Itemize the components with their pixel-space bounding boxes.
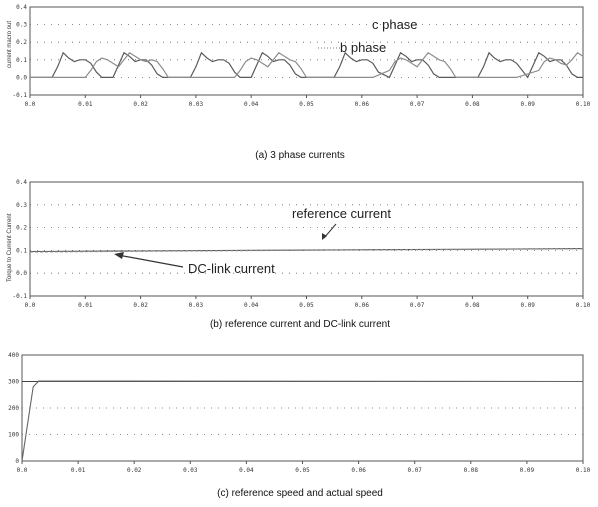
chart-c: 0.0 0.01 0.02 0.03 0.04 0.05 0.06 0.07 0.08 0.09 0…	[8, 352, 590, 499]
x-tick-label: 0.07	[410, 101, 425, 108]
x-tick-label: 0.10	[576, 101, 591, 108]
x-tick-label: 0.0	[17, 467, 28, 474]
x-tick-label: 0.04	[239, 467, 254, 474]
x-tick-label: 0.05	[295, 467, 310, 474]
x-tick-label: 0.02	[133, 101, 148, 108]
x-tick-label: 0.06	[355, 302, 370, 309]
chart-b-caption: (b) reference current and DC-link curren…	[210, 319, 390, 330]
x-tick-label: 0.08	[465, 101, 480, 108]
chart-a-series	[30, 51, 584, 79]
chart-a-plot-area	[29, 6, 584, 96]
x-tick-label: 0.10	[576, 302, 591, 309]
x-tick-label: 0.10	[576, 467, 591, 474]
y-tick-label: 0.0	[16, 74, 27, 81]
y-tick-label: -0.1	[13, 92, 28, 99]
chart-a-caption: (a) 3 phase currents	[255, 150, 345, 161]
x-tick-label: 0.09	[520, 467, 535, 474]
x-tick-label: 0.04	[244, 101, 259, 108]
y-tick-label: 0.1	[16, 57, 27, 64]
chart-b-dclink-arrowhead	[114, 252, 124, 259]
series-line-actual-speed	[21, 380, 584, 462]
series-line-dc-link-current	[29, 248, 584, 253]
y-tick-label: 300	[8, 379, 19, 386]
x-tick-label: 0.08	[464, 467, 479, 474]
chart-c-caption: (c) reference speed and actual speed	[217, 488, 383, 499]
chart-c-series	[21, 380, 584, 462]
chart-c-x-ticks: 0.0 0.01 0.02 0.03 0.04 0.05 0.06 0.07 0.08 0.09 0…	[17, 461, 591, 474]
x-tick-label: 0.03	[183, 467, 198, 474]
y-tick-label: 0.3	[16, 22, 27, 29]
chart-b-series	[29, 248, 584, 253]
chart-b-y-ticks: -0.1 0.0 0.1 0.2 0.3 0.4	[13, 179, 28, 300]
series-line-c-phase	[30, 51, 583, 79]
x-tick-label: 0.03	[189, 101, 204, 108]
x-tick-label: 0.01	[78, 302, 93, 309]
x-tick-label: 0.06	[355, 101, 370, 108]
chart-b-ylabel: Torque to Current Current	[7, 213, 13, 282]
x-tick-label: 0.05	[299, 302, 314, 309]
chart-a-y-ticks: -0.1 0.0 0.1 0.2 0.3 0.4	[13, 4, 28, 99]
x-tick-label: 0.0	[25, 101, 36, 108]
chart-b-annotation-dc-link-current: DC-link current	[188, 261, 275, 276]
chart-c-grid	[22, 381, 583, 435]
chart-a-x-ticks: 0.0 0.01 0.02 0.03 0.04 0.05 0.06 0.07 0.08 0.09 0…	[25, 95, 591, 108]
y-tick-label: 0.0	[16, 270, 27, 277]
chart-b-annotation-reference-current: reference current	[292, 206, 391, 221]
chart-a-annotation-b-phase: b phase	[340, 40, 386, 55]
x-tick-label: 0.04	[244, 302, 259, 309]
chart-b-x-ticks: 0.0 0.01 0.02 0.03 0.04 0.05 0.06 0.07 0.08 0.09 0…	[25, 296, 591, 309]
y-tick-label: 0.4	[16, 179, 27, 186]
x-tick-label: 0.08	[465, 302, 480, 309]
y-tick-label: 0.2	[16, 39, 27, 46]
x-tick-label: 0.0	[25, 302, 36, 309]
y-tick-label: 0	[15, 458, 19, 465]
x-tick-label: 0.03	[189, 302, 204, 309]
x-tick-label: 0.02	[127, 467, 142, 474]
chart-a-ylabel: current macro out	[7, 21, 13, 68]
series-line-b-phase	[30, 52, 584, 79]
chart-b-dclink-arrow	[117, 254, 184, 268]
x-tick-label: 0.01	[71, 467, 86, 474]
chart-b-plot-area	[29, 181, 584, 297]
chart-c-y-ticks: 0 100 200 300 400	[8, 352, 19, 465]
y-tick-label: 0.1	[16, 247, 27, 254]
y-tick-label: 0.3	[16, 202, 27, 209]
x-tick-label: 0.09	[520, 101, 535, 108]
x-tick-label: 0.02	[133, 302, 148, 309]
y-tick-label: 0.4	[16, 4, 27, 11]
chart-b-reference-arrowhead	[322, 233, 327, 240]
chart-a-annotation-c-phase: c phase	[372, 17, 418, 32]
chart-a: 0.0 0.01 0.02 0.03 0.04 0.05 0.06 0.07 0.08 0.09 0…	[7, 4, 591, 161]
y-tick-label: 100	[8, 432, 19, 439]
chart-b: 0.0 0.01 0.02 0.03 0.04 0.05 0.06 0.07 0.08 0.09 0…	[7, 179, 591, 330]
y-tick-label: 200	[8, 405, 19, 412]
y-tick-label: -0.1	[13, 293, 28, 300]
x-tick-label: 0.07	[407, 467, 422, 474]
chart-a-grid	[30, 24, 583, 78]
y-tick-label: 400	[8, 352, 19, 359]
x-tick-label: 0.07	[410, 302, 425, 309]
x-tick-label: 0.06	[351, 467, 366, 474]
x-tick-label: 0.09	[520, 302, 535, 309]
y-tick-label: 0.2	[16, 225, 27, 232]
x-tick-label: 0.01	[78, 101, 93, 108]
x-tick-label: 0.05	[299, 101, 314, 108]
